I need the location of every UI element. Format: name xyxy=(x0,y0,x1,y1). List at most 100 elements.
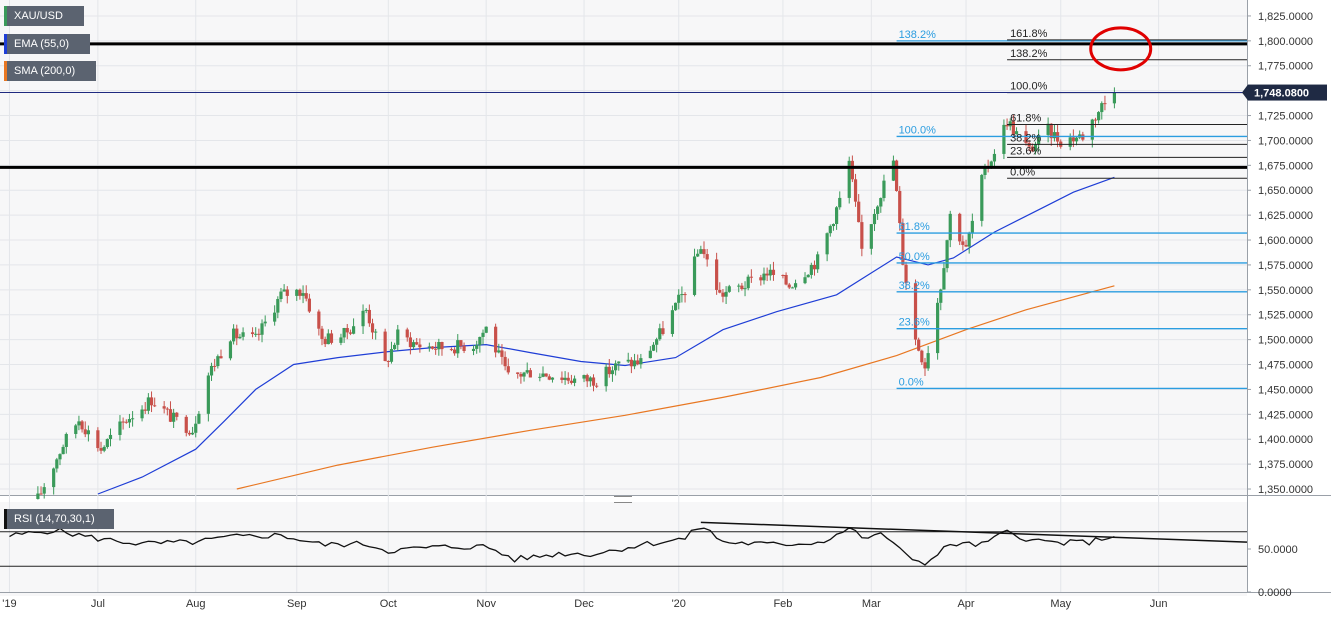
candle-up[interactable] xyxy=(58,453,62,466)
candle-up[interactable] xyxy=(232,324,236,345)
candle-up[interactable] xyxy=(699,245,703,255)
candle-down[interactable] xyxy=(175,411,179,421)
candle-down[interactable] xyxy=(759,274,763,286)
candle-down[interactable] xyxy=(449,347,454,352)
candle-up[interactable] xyxy=(762,267,766,285)
candle-up[interactable] xyxy=(172,408,176,428)
candle-up[interactable] xyxy=(374,328,378,340)
candle-up[interactable] xyxy=(105,438,109,449)
candle-down[interactable] xyxy=(415,338,419,346)
candle-up[interactable] xyxy=(216,354,220,369)
candle-down[interactable] xyxy=(162,401,166,414)
candle-up[interactable] xyxy=(658,323,662,341)
candle-up[interactable] xyxy=(1097,111,1101,124)
candle-up[interactable] xyxy=(828,224,832,237)
candle-up[interactable] xyxy=(550,377,555,383)
candle-up[interactable] xyxy=(809,262,813,279)
candle-down[interactable] xyxy=(812,260,817,276)
candle-down[interactable] xyxy=(1049,123,1053,146)
candle-up[interactable] xyxy=(610,366,615,382)
candle-up[interactable] xyxy=(427,342,431,352)
candle-down[interactable] xyxy=(894,159,899,192)
candle-up[interactable] xyxy=(52,467,56,495)
candle-down[interactable] xyxy=(506,358,510,375)
candle-down[interactable] xyxy=(168,401,173,423)
candle-down[interactable] xyxy=(901,218,905,266)
candle-down[interactable] xyxy=(257,328,261,341)
candle-down[interactable] xyxy=(503,351,507,371)
candle-down[interactable] xyxy=(430,346,435,350)
candle-down[interactable] xyxy=(1093,117,1098,128)
candle-down[interactable] xyxy=(320,325,324,346)
candle-up[interactable] xyxy=(206,372,210,422)
candle-up[interactable] xyxy=(847,156,851,204)
candle-up[interactable] xyxy=(727,284,731,293)
candle-up[interactable] xyxy=(393,342,397,350)
candle-down[interactable] xyxy=(784,272,788,286)
candle-down[interactable] xyxy=(383,328,387,362)
candle-up[interactable] xyxy=(626,352,630,363)
candle-up[interactable] xyxy=(190,426,195,436)
candle-up[interactable] xyxy=(816,251,820,273)
candle-down[interactable] xyxy=(405,327,409,342)
candle-down[interactable] xyxy=(585,373,589,388)
candle-up[interactable] xyxy=(478,336,482,353)
candle-down[interactable] xyxy=(917,337,921,352)
candle-down[interactable] xyxy=(494,323,498,358)
candle-down[interactable] xyxy=(923,357,927,377)
candle-down[interactable] xyxy=(860,214,864,257)
candle-down[interactable] xyxy=(749,269,753,283)
candle-up[interactable] xyxy=(36,486,40,500)
candle-down[interactable] xyxy=(857,194,861,223)
candle-down[interactable] xyxy=(636,354,640,366)
candle-down[interactable] xyxy=(219,349,223,359)
candle-up[interactable] xyxy=(632,353,637,370)
rsi-line[interactable] xyxy=(9,527,1115,566)
candle-up[interactable] xyxy=(140,405,144,422)
candle-down[interactable] xyxy=(367,304,371,327)
candle-up[interactable] xyxy=(639,353,643,369)
candle-up[interactable] xyxy=(254,327,258,337)
candle-up[interactable] xyxy=(724,286,728,305)
candle-up[interactable] xyxy=(790,286,794,289)
candle-up[interactable] xyxy=(228,340,233,361)
candle-down[interactable] xyxy=(462,342,466,354)
candle-up[interactable] xyxy=(209,362,214,381)
candle-up[interactable] xyxy=(677,289,681,310)
symbol-label[interactable]: XAU/USD xyxy=(4,6,84,26)
candle-down[interactable] xyxy=(771,261,776,281)
candle-down[interactable] xyxy=(345,323,349,340)
candle-up[interactable] xyxy=(437,338,441,356)
candle-down[interactable] xyxy=(500,344,504,365)
candle-up[interactable] xyxy=(825,232,829,262)
candle-down[interactable] xyxy=(143,402,147,415)
candle-down[interactable] xyxy=(307,293,311,313)
candle-down[interactable] xyxy=(250,327,255,338)
candle-up[interactable] xyxy=(127,413,132,428)
candle-down[interactable] xyxy=(187,430,192,436)
candle-up[interactable] xyxy=(282,284,286,292)
candle-down[interactable] xyxy=(39,486,43,495)
candle-down[interactable] xyxy=(99,441,103,454)
candle-down[interactable] xyxy=(715,252,719,295)
candle-up[interactable] xyxy=(273,305,277,326)
candle-down[interactable] xyxy=(440,341,444,356)
candle-up[interactable] xyxy=(680,286,684,303)
candle-down[interactable] xyxy=(418,338,422,353)
candle-up[interactable] xyxy=(351,318,356,335)
rsi-legend[interactable]: RSI (14,70,30,1) xyxy=(4,509,114,529)
candle-down[interactable] xyxy=(781,274,785,279)
candle-up[interactable] xyxy=(396,324,400,351)
candle-up[interactable] xyxy=(655,337,659,353)
candle-up[interactable] xyxy=(692,248,697,297)
candle-up[interactable] xyxy=(604,363,608,392)
candle-down[interactable] xyxy=(718,282,722,294)
candle-up[interactable] xyxy=(497,343,501,354)
candle-up[interactable] xyxy=(364,308,368,314)
candle-down[interactable] xyxy=(544,373,548,378)
candle-up[interactable] xyxy=(1112,87,1117,109)
candle-up[interactable] xyxy=(301,285,305,304)
candle-down[interactable] xyxy=(453,347,457,356)
candle-up[interactable] xyxy=(475,340,479,354)
